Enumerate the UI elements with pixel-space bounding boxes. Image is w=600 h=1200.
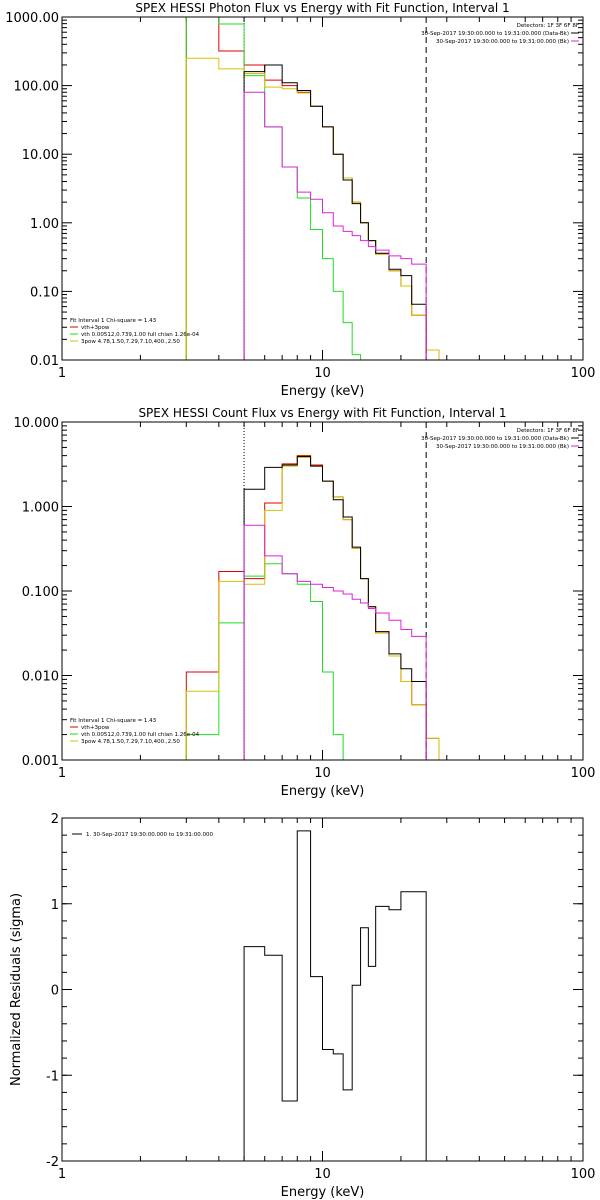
legend-entry-label: 30-Sep-2017 19:30:00.000 to 19:31:00.000… xyxy=(436,39,569,45)
x-tick-label: 1 xyxy=(58,366,66,381)
count-flux-panel: SPEX HESSI Count Flux vs Energy with Fit… xyxy=(14,406,596,799)
chart-title: SPEX HESSI Count Flux vs Energy with Fit… xyxy=(138,406,506,420)
plot-frame xyxy=(61,421,584,761)
residuals-panel: 1 10 100 -2 -1 0 1 2 Energy (keV) Normalized Resi… xyxy=(9,812,595,1200)
x-tick-label: 100 xyxy=(571,366,596,381)
legend-entry-label: 30-Sep-2017 19:30:00.000 to 19:31:00.000… xyxy=(421,436,569,442)
series-vth xyxy=(185,17,362,360)
legend-detectors: Detectors: 1F 3F 6F 8F xyxy=(517,428,579,434)
y-tick-label: 0.01 xyxy=(30,354,59,369)
y-tick-label: 10.00 xyxy=(22,148,59,163)
y-tick-label: 0.100 xyxy=(22,585,59,600)
y-tick-label: 1.00 xyxy=(30,217,59,232)
x-axis-label: Energy (keV) xyxy=(281,384,365,399)
series-bk xyxy=(243,524,427,760)
plot-area xyxy=(243,830,427,1161)
y-tick-label: 1000.00 xyxy=(5,11,59,26)
y-tick-label: 100.00 xyxy=(14,80,60,95)
y-tick-label: -2 xyxy=(46,1155,59,1170)
residual-legend-label: 1. 30-Sep-2017 19:30:00.000 to 19:31:00.… xyxy=(86,832,213,838)
legend-entry-label: 30-Sep-2017 19:30:00.000 to 19:31:00.000… xyxy=(436,444,569,450)
x-axis-label: Energy (keV) xyxy=(281,1185,365,1200)
x-tick-label: 100 xyxy=(571,1167,596,1182)
y-tick-label: 1 xyxy=(51,898,59,913)
x-tick-label: 100 xyxy=(571,766,596,781)
y-tick-label: 0.10 xyxy=(30,285,59,300)
series-1-30-sep-2017-19-30-00-000-to-19-31-00-000 xyxy=(243,830,427,1161)
photon-flux-panel: SPEX HESSI Photon Flux vs Energy with Fi… xyxy=(5,1,596,399)
fit-legend-label: 3pow 4.78,1.50,7.29,7.10,400.,2.50 xyxy=(81,739,180,745)
plot-area xyxy=(185,422,440,760)
x-tick-label: 10 xyxy=(314,766,331,781)
fit-legend-header: Fit Interval 1 Chi-square = 1.43 xyxy=(70,718,157,724)
y-axis-label: Normalized Residuals (sigma) xyxy=(9,893,24,1086)
series-data-bk xyxy=(243,456,427,760)
x-tick-label: 10 xyxy=(314,366,331,381)
plot-frame xyxy=(61,817,584,1162)
x-axis-label: Energy (keV) xyxy=(281,784,365,799)
series-bk xyxy=(243,91,427,360)
legend-entry-label: 30-Sep-2017 19:30:00.000 to 19:31:00.000… xyxy=(421,31,569,37)
fit-legend-label: vth+3pow xyxy=(81,325,110,331)
chart-title: SPEX HESSI Photon Flux vs Energy with Fi… xyxy=(135,1,509,15)
x-tick-label: 10 xyxy=(314,1167,331,1182)
legend-detectors: Detectors: 1F 3F 6F 8F xyxy=(517,23,579,29)
x-tick-label: 1 xyxy=(58,1167,66,1182)
series-vth-3pow xyxy=(185,17,440,360)
y-tick-label: 2 xyxy=(51,812,59,827)
plot-frame xyxy=(61,16,584,361)
fit-legend-label: vth 0.00512,0.739,1.00 full chian 1.26e-… xyxy=(81,332,200,338)
y-tick-label: 0 xyxy=(51,984,59,999)
y-tick-label: 1.000 xyxy=(22,501,59,516)
plot-area xyxy=(185,17,440,360)
y-tick-label: 0.010 xyxy=(22,670,59,685)
y-tick-label: -1 xyxy=(46,1069,59,1084)
fit-legend-label: vth 0.00512,0.739,1.00 full chian 1.26e-… xyxy=(81,732,200,738)
series-vth xyxy=(185,563,344,760)
y-tick-label: 0.001 xyxy=(22,754,59,769)
fit-legend-label: 3pow 4.78,1.50,7.29,7.10,400.,2.50 xyxy=(81,339,180,345)
x-tick-label: 1 xyxy=(58,766,66,781)
fit-legend-header: Fit Interval 1 Chi-square = 1.43 xyxy=(70,318,157,324)
y-tick-label: 10.000 xyxy=(14,416,60,431)
series-data-bk xyxy=(243,64,427,360)
fit-legend-label: vth+3pow xyxy=(81,725,110,731)
